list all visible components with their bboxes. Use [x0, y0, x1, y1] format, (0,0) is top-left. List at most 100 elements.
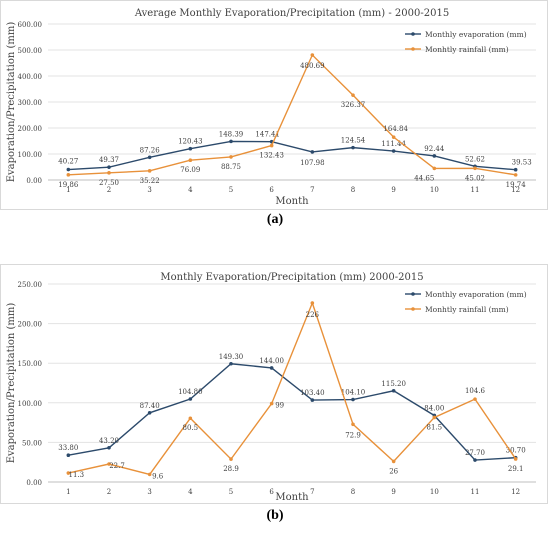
- data-point: [473, 397, 477, 401]
- data-label: 149.30: [219, 353, 244, 361]
- data-point: [147, 410, 152, 415]
- data-point: [432, 415, 437, 420]
- data-point: [391, 149, 396, 153]
- caption-b: (b): [266, 508, 284, 523]
- y-tick-label: 50.00: [22, 439, 42, 447]
- data-point: [351, 93, 355, 97]
- legend-marker: [411, 47, 415, 51]
- x-tick-label: 3: [147, 488, 151, 496]
- data-label: 226: [306, 311, 320, 319]
- x-tick-label: 4: [188, 488, 193, 496]
- legend-entry: Monthly evaporation (mm): [425, 30, 527, 39]
- y-tick-label: 0.00: [26, 479, 42, 487]
- chart-title: Monthly Evaporation/Precipitation (mm) 2…: [160, 272, 423, 283]
- data-point: [310, 53, 315, 57]
- x-tick-label: 1: [66, 488, 70, 496]
- data-label: 144.00: [259, 357, 284, 365]
- data-point: [513, 167, 518, 172]
- data-label: 92.44: [424, 145, 445, 153]
- y-tick-label: 100.00: [18, 400, 43, 408]
- chart-a-frame: [0, 0, 548, 210]
- x-tick-label: 7: [310, 186, 314, 194]
- x-tick-label: 9: [391, 488, 395, 496]
- data-label: 52.62: [465, 155, 485, 163]
- data-point: [147, 169, 152, 173]
- chart-b: Monthly Evaporation/Precipitation (mm) 2…: [6, 272, 536, 503]
- y-tick-label: 600.00: [18, 21, 43, 29]
- data-point: [391, 459, 396, 464]
- data-point: [432, 154, 437, 158]
- data-label: 81.5: [427, 423, 443, 431]
- data-label: 76.09: [180, 166, 200, 174]
- chart-a: Average Monthly Evaporation/Precipitatio…: [6, 8, 536, 207]
- x-tick-label: 5: [229, 186, 233, 194]
- y-tick-label: 250.00: [18, 281, 43, 289]
- x-tick-label: 7: [310, 488, 314, 496]
- series-line-rainfall: [68, 53, 516, 176]
- data-label: 147.41: [255, 131, 280, 139]
- data-label: 30.70: [506, 447, 526, 455]
- caption-a: (a): [266, 212, 284, 227]
- chart-title: Average Monthly Evaporation/Precipitatio…: [134, 8, 449, 19]
- x-tick-label: 1: [66, 186, 70, 194]
- data-point: [147, 472, 152, 477]
- data-label: 103.40: [300, 389, 325, 397]
- y-tick-label: 500.00: [18, 47, 43, 55]
- legend-marker: [411, 32, 415, 36]
- data-point: [66, 471, 71, 475]
- data-point: [351, 397, 355, 402]
- data-label: 72.9: [345, 431, 361, 439]
- x-tick-label: 10: [430, 186, 439, 194]
- series-line-evaporation: [68, 363, 516, 461]
- data-point: [229, 139, 233, 144]
- data-point: [66, 173, 71, 177]
- x-tick-label: 2: [107, 488, 111, 496]
- data-point: [107, 171, 111, 175]
- data-point: [66, 167, 71, 172]
- y-tick-label: 0.00: [26, 177, 42, 185]
- data-point: [188, 158, 193, 163]
- chart-b-frame: [0, 264, 548, 504]
- data-label: 84.00: [424, 404, 444, 412]
- data-label: 104.80: [178, 388, 203, 396]
- data-label: 27.50: [99, 179, 119, 187]
- x-tick-label: 12: [511, 488, 520, 496]
- data-label: 148.39: [219, 130, 244, 138]
- y-tick-label: 150.00: [18, 360, 43, 368]
- legend-marker: [411, 307, 415, 311]
- data-point: [229, 457, 233, 461]
- data-label: 26: [389, 467, 398, 475]
- x-tick-label: 4: [188, 186, 193, 194]
- data-label: 120.43: [178, 138, 203, 146]
- data-point: [391, 388, 396, 393]
- y-tick-label: 200.00: [18, 125, 43, 133]
- data-label: 28.9: [223, 465, 239, 473]
- data-label: 35.22: [140, 177, 160, 185]
- data-point: [473, 458, 477, 462]
- y-tick-label: 300.00: [18, 99, 43, 107]
- x-tick-label: 11: [471, 186, 480, 194]
- x-tick-label: 12: [511, 186, 520, 194]
- data-label: 29.1: [508, 465, 524, 473]
- data-label: 40.27: [58, 158, 78, 166]
- data-point: [107, 462, 111, 466]
- data-label: 480.69: [300, 62, 325, 70]
- data-point: [188, 146, 193, 151]
- x-tick-label: 8: [351, 186, 355, 194]
- series-line-evaporation: [68, 140, 516, 171]
- data-label: 132.43: [259, 152, 284, 160]
- data-label: 107.98: [300, 159, 325, 167]
- data-label: 45.02: [465, 174, 485, 182]
- data-point: [269, 366, 274, 370]
- legend-entry: Monhtly rainfall (mm): [425, 45, 509, 54]
- data-label: 87.40: [140, 402, 160, 410]
- data-point: [310, 301, 315, 305]
- legend-entry: Monhtly rainfall (mm): [425, 305, 509, 314]
- data-point: [188, 397, 193, 401]
- data-label: 124.54: [341, 137, 366, 145]
- x-tick-label: 10: [430, 488, 439, 496]
- data-label: 111.44: [381, 140, 406, 148]
- data-point: [513, 457, 518, 461]
- x-tick-label: 5: [229, 488, 233, 496]
- data-point: [351, 145, 355, 150]
